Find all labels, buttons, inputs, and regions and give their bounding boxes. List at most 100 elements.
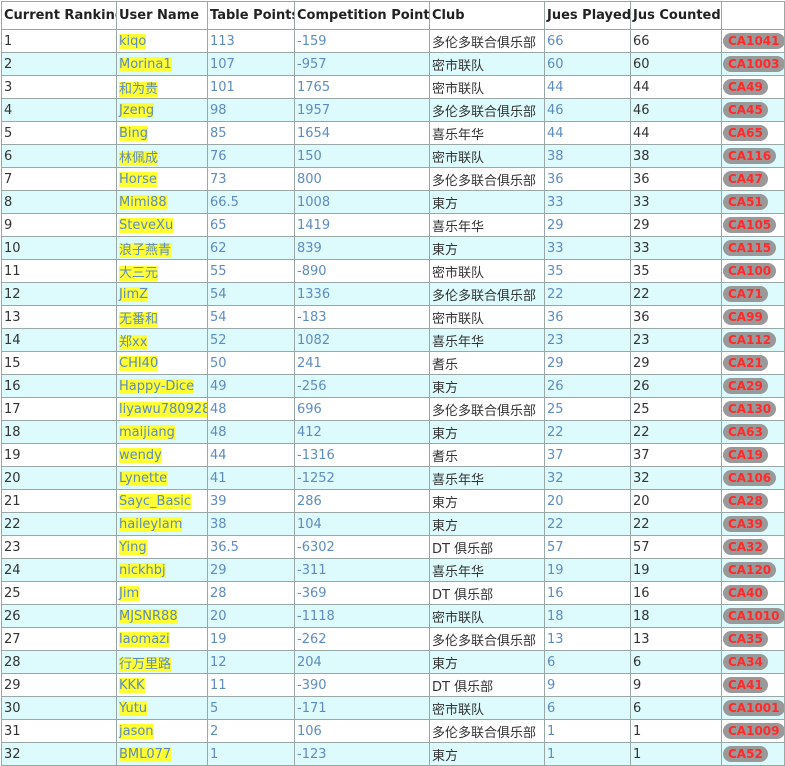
competition-points-value: -1252 <box>297 470 335 486</box>
player-id-badge[interactable]: CA40 <box>723 585 768 601</box>
player-id-badge[interactable]: CA120 <box>723 562 777 578</box>
club-value: 東方 <box>432 242 459 258</box>
player-id-badge[interactable]: CA1010 <box>723 608 784 624</box>
user-name-link[interactable]: Sayc_Basic <box>119 493 191 509</box>
ranking-cell: 5 <box>1 121 117 145</box>
user-name-link[interactable]: 浪子燕青 <box>119 242 172 258</box>
user-name-link[interactable]: Lynette <box>119 470 168 486</box>
ranking-value: 20 <box>4 470 21 486</box>
player-id-badge[interactable]: CA49 <box>723 79 768 95</box>
jues-played-cell: 36 <box>544 167 631 191</box>
user-name-link[interactable]: Ying <box>119 539 147 555</box>
player-id-cell: CA29 <box>721 374 785 398</box>
table-points-value: 1 <box>210 746 219 762</box>
user-name-cell: laomazi <box>116 627 208 651</box>
player-id-badge[interactable]: CA100 <box>723 263 777 279</box>
player-id-badge[interactable]: CA1041 <box>723 33 784 49</box>
user-name-link[interactable]: SteveXu <box>119 217 174 233</box>
table-points-value: 5 <box>210 700 219 716</box>
player-id-badge[interactable]: CA115 <box>723 240 777 256</box>
jus-counted-value: 60 <box>633 56 650 72</box>
jues-played-value: 23 <box>547 332 564 348</box>
user-name-link[interactable]: 郑xx <box>119 334 148 350</box>
player-id-badge[interactable]: CA41 <box>723 677 768 693</box>
jues-played-cell: 66 <box>544 29 631 53</box>
player-id-badge[interactable]: CA112 <box>723 332 777 348</box>
jues-played-value: 35 <box>547 263 564 279</box>
player-id-badge[interactable]: CA29 <box>723 378 768 394</box>
player-id-badge[interactable]: CA130 <box>723 401 777 417</box>
user-name-link[interactable]: JimZ <box>119 286 149 302</box>
player-id-badge[interactable]: CA105 <box>723 217 777 233</box>
player-id-badge[interactable]: CA35 <box>723 631 768 647</box>
competition-points-value: -256 <box>297 378 327 394</box>
ranking-cell: 6 <box>1 144 117 168</box>
player-id-badge[interactable]: CA71 <box>723 286 768 302</box>
user-name-cell: MJSNR88 <box>116 604 208 628</box>
user-name-link[interactable]: Yutu <box>119 700 148 716</box>
player-id-badge[interactable]: CA21 <box>723 355 768 371</box>
user-name-link[interactable]: Jim <box>119 585 140 601</box>
player-id-badge[interactable]: CA106 <box>723 470 777 486</box>
user-name-link[interactable]: maijiang <box>119 424 175 440</box>
player-id-badge[interactable]: CA45 <box>723 102 768 118</box>
competition-points-cell: -1316 <box>294 443 430 467</box>
user-name-link[interactable]: Jzeng <box>119 102 155 118</box>
user-name-link[interactable]: haileylam <box>119 516 183 532</box>
user-name-link[interactable]: liyawu780928 <box>119 401 207 417</box>
player-id-badge[interactable]: CA1003 <box>723 56 784 72</box>
ranking-value: 2 <box>4 56 13 72</box>
player-id-badge[interactable]: CA1009 <box>723 723 784 739</box>
user-name-link[interactable]: nickhbj <box>119 562 166 578</box>
user-name-link[interactable]: jason <box>119 723 154 739</box>
jus-counted-value: 25 <box>633 401 650 417</box>
user-name-link[interactable]: Horse <box>119 171 157 187</box>
jues-played-cell: 44 <box>544 121 631 145</box>
player-id-badge[interactable]: CA65 <box>723 125 768 141</box>
jues-played-value: 29 <box>547 217 564 233</box>
player-id-cell: CA105 <box>721 213 785 237</box>
user-name-link[interactable]: KKK <box>119 677 145 693</box>
user-name-link[interactable]: CHI40 <box>119 355 159 371</box>
ranking-value: 23 <box>4 539 21 555</box>
jues-played-cell: 18 <box>544 604 631 628</box>
player-id-badge[interactable]: CA52 <box>723 746 768 762</box>
jus-counted-cell: 26 <box>630 374 722 398</box>
user-name-link[interactable]: 无番和 <box>119 311 159 327</box>
competition-points-value: 1008 <box>297 194 331 210</box>
player-id-badge[interactable]: CA19 <box>723 447 768 463</box>
club-cell: 耆乐 <box>429 443 545 467</box>
player-id-badge[interactable]: CA47 <box>723 171 768 187</box>
player-id-badge[interactable]: CA34 <box>723 654 768 670</box>
player-id-badge[interactable]: CA99 <box>723 309 768 325</box>
jus-counted-value: 20 <box>633 493 650 509</box>
user-name-link[interactable]: BML077 <box>119 746 172 762</box>
player-id-cell: CA21 <box>721 351 785 375</box>
user-name-link[interactable]: MJSNR88 <box>119 608 178 624</box>
player-id-badge[interactable]: CA116 <box>723 148 777 164</box>
user-name-link[interactable]: 和为贵 <box>119 81 159 97</box>
player-id-badge[interactable]: CA39 <box>723 516 768 532</box>
jus-counted-cell: 16 <box>630 581 722 605</box>
user-name-link[interactable]: wendy <box>119 447 162 463</box>
player-id-badge[interactable]: CA63 <box>723 424 768 440</box>
user-name-link[interactable]: kiqo <box>119 33 147 49</box>
jus-counted-cell: 46 <box>630 98 722 122</box>
player-id-badge[interactable]: CA32 <box>723 539 768 555</box>
user-name-link[interactable]: 林佩成 <box>119 150 159 166</box>
user-name-link[interactable]: Morina1 <box>119 56 172 72</box>
jues-played-value: 6 <box>547 654 556 670</box>
user-name-link[interactable]: 大三元 <box>119 265 159 281</box>
table-points-cell: 50 <box>207 351 295 375</box>
club-cell: 東方 <box>429 236 545 260</box>
user-name-link[interactable]: Bing <box>119 125 149 141</box>
player-id-badge[interactable]: CA51 <box>723 194 768 210</box>
user-name-link[interactable]: laomazi <box>119 631 170 647</box>
table-points-cell: 20 <box>207 604 295 628</box>
user-name-link[interactable]: 行万里路 <box>119 656 172 672</box>
competition-points-value: -6302 <box>297 539 335 555</box>
user-name-link[interactable]: Happy-Dice <box>119 378 195 394</box>
user-name-link[interactable]: Mimi88 <box>119 194 167 210</box>
player-id-badge[interactable]: CA28 <box>723 493 768 509</box>
player-id-badge[interactable]: CA1001 <box>723 700 784 716</box>
